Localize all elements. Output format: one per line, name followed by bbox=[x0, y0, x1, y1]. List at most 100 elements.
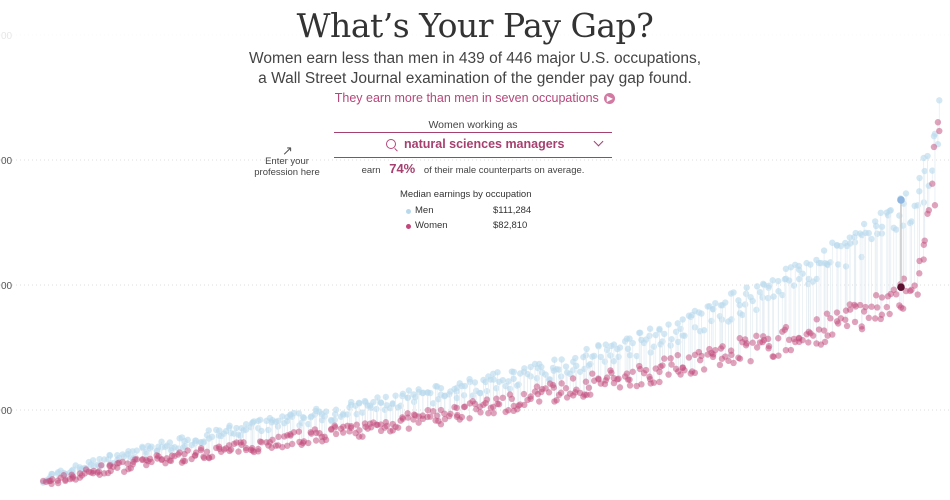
men-point bbox=[572, 354, 579, 362]
men-point bbox=[916, 188, 923, 195]
women-point bbox=[914, 291, 921, 298]
women-point bbox=[753, 344, 761, 351]
men-point bbox=[813, 275, 820, 283]
men-point bbox=[842, 263, 850, 270]
men-point bbox=[610, 358, 618, 365]
women-point bbox=[760, 333, 767, 340]
women-point bbox=[461, 403, 469, 410]
women-point bbox=[815, 326, 823, 333]
women-point bbox=[698, 352, 705, 360]
men-point bbox=[765, 282, 773, 289]
men-point bbox=[284, 417, 291, 425]
men-point bbox=[331, 416, 338, 424]
men-point bbox=[799, 270, 806, 277]
women-point bbox=[167, 457, 175, 465]
women-point bbox=[176, 449, 183, 456]
women-point bbox=[868, 303, 875, 310]
men-point bbox=[389, 400, 396, 407]
men-point bbox=[515, 381, 522, 388]
women-point bbox=[624, 376, 632, 383]
arrow-right-circle-icon: ▶ bbox=[604, 93, 616, 105]
chevron-down-icon[interactable] bbox=[593, 136, 604, 147]
women-point bbox=[747, 357, 754, 365]
women-point bbox=[235, 448, 242, 455]
women-point bbox=[361, 420, 369, 427]
women-point bbox=[929, 180, 936, 187]
men-point bbox=[460, 392, 468, 399]
men-point bbox=[868, 235, 875, 243]
y-tick-label: 00 bbox=[1, 31, 13, 42]
men-point bbox=[499, 376, 507, 384]
women-point bbox=[458, 413, 466, 421]
men-point bbox=[148, 443, 155, 450]
women-point bbox=[865, 314, 873, 322]
y-tick-label: 00 bbox=[1, 406, 13, 417]
men-point bbox=[582, 352, 590, 359]
men-point bbox=[698, 310, 705, 317]
women-point bbox=[843, 322, 851, 330]
men-point bbox=[647, 349, 654, 356]
women-point bbox=[834, 320, 842, 327]
women-point bbox=[208, 453, 216, 460]
men-point bbox=[782, 265, 790, 273]
men-point bbox=[759, 294, 766, 301]
women-point bbox=[255, 445, 262, 453]
women-point bbox=[700, 366, 708, 373]
women-point bbox=[656, 378, 663, 386]
women-point bbox=[258, 438, 265, 446]
men-point bbox=[490, 376, 497, 383]
women-point bbox=[900, 275, 908, 282]
women-point bbox=[874, 304, 881, 311]
women-point bbox=[650, 379, 658, 386]
women-point bbox=[787, 346, 795, 354]
men-point bbox=[258, 427, 265, 435]
women-point bbox=[886, 310, 893, 318]
men-point bbox=[681, 332, 688, 339]
men-point bbox=[415, 386, 422, 393]
men-point bbox=[332, 406, 340, 413]
women-point bbox=[799, 336, 806, 344]
men-point bbox=[736, 301, 743, 309]
men-point bbox=[405, 387, 413, 394]
men-point bbox=[538, 363, 545, 371]
women-point bbox=[595, 375, 602, 382]
women-point bbox=[685, 354, 693, 361]
women-point bbox=[827, 315, 834, 322]
men-point bbox=[629, 339, 636, 347]
women-point bbox=[124, 460, 131, 467]
women-point bbox=[490, 409, 497, 417]
women-point bbox=[353, 421, 360, 428]
men-point bbox=[936, 97, 943, 104]
women-point bbox=[883, 303, 891, 311]
men-point bbox=[558, 356, 565, 363]
men-point bbox=[533, 375, 541, 382]
women-point bbox=[275, 433, 282, 441]
men-point bbox=[626, 352, 634, 359]
women-point bbox=[930, 143, 938, 151]
men-point bbox=[659, 338, 666, 345]
men-point bbox=[892, 226, 900, 233]
men-point bbox=[860, 220, 868, 228]
men-point bbox=[49, 470, 56, 478]
men-point bbox=[242, 426, 250, 433]
occupation-selector[interactable]: natural sciences managers bbox=[334, 132, 612, 158]
women-point bbox=[394, 424, 402, 431]
women-point bbox=[347, 424, 355, 431]
men-point bbox=[887, 207, 894, 214]
seven-occupations-link[interactable]: They earn more than men in seven occupat… bbox=[0, 91, 950, 105]
men-point bbox=[166, 439, 174, 446]
men-point bbox=[785, 277, 793, 284]
women-point bbox=[725, 357, 732, 364]
women-point bbox=[290, 429, 298, 436]
men-point bbox=[749, 297, 756, 305]
women-point bbox=[736, 355, 744, 362]
men-point bbox=[665, 321, 672, 328]
women-point bbox=[322, 436, 330, 444]
men-point bbox=[96, 455, 103, 463]
men-point bbox=[872, 222, 880, 230]
men-point bbox=[756, 289, 764, 296]
men-point bbox=[205, 427, 212, 434]
women-point bbox=[553, 396, 560, 404]
women-point bbox=[240, 439, 247, 446]
women-point bbox=[447, 410, 454, 417]
